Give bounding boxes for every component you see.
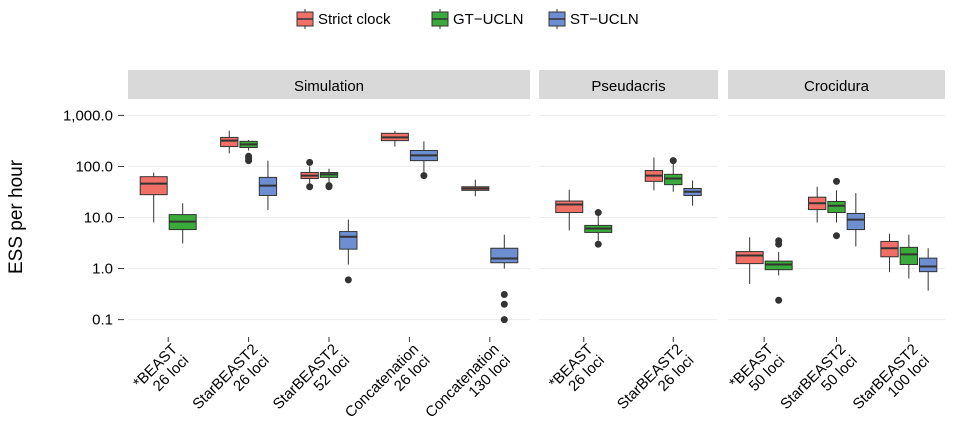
box	[846, 212, 866, 231]
y-tick-label: 1.0	[92, 261, 113, 278]
box	[339, 231, 358, 250]
x-tick-label: *BEAST26 loci	[130, 341, 192, 403]
facet-strip	[128, 70, 530, 99]
facet-strip	[728, 70, 945, 99]
box	[735, 251, 764, 265]
outlier	[325, 183, 333, 191]
box	[827, 200, 846, 214]
facet-title: Pseudacris	[591, 78, 665, 95]
legend-label: GT−UCLN	[453, 11, 523, 28]
facet-title: Simulation	[294, 78, 364, 95]
y-tick-label: 0.1	[92, 312, 113, 329]
box	[899, 246, 919, 266]
facet-strip	[539, 70, 718, 99]
outlier	[500, 316, 508, 324]
outlier	[775, 296, 783, 304]
legend-label: Strict clock	[318, 11, 391, 28]
x-tick-label: *BEAST26 loci	[546, 341, 608, 403]
x-tick-label: Concatenation26 loci	[342, 341, 434, 433]
x-tick-label: *BEAST50 loci	[726, 341, 788, 403]
outlier	[245, 154, 253, 162]
outlier	[500, 300, 508, 308]
y-tick-label: 100.0	[75, 158, 113, 175]
box	[555, 200, 584, 214]
box	[220, 136, 239, 148]
outlier	[500, 291, 508, 299]
legend-label: ST−UCLN	[570, 11, 639, 28]
outlier	[306, 158, 314, 166]
outlier	[594, 209, 602, 217]
outlier	[344, 276, 352, 284]
box	[490, 247, 519, 264]
y-axis-label: ESS per hour	[6, 159, 27, 274]
outlier	[775, 240, 783, 248]
outlier	[306, 183, 314, 191]
box	[919, 257, 938, 273]
facet-title: Crocidura	[804, 78, 870, 95]
outlier	[594, 240, 602, 248]
x-tick-label: StarBEAST226 loci	[189, 341, 272, 424]
y-tick-label: 1,000.0	[63, 107, 113, 124]
outlier	[669, 157, 677, 165]
x-tick-label: Concatenation130 loci	[422, 341, 514, 433]
x-tick-label: StarBEAST2100 loci	[850, 341, 933, 424]
x-tick-label: StarBEAST252 loci	[270, 341, 353, 424]
y-tick-label: 10.0	[84, 210, 113, 227]
outlier	[833, 177, 840, 185]
outlier	[833, 232, 840, 240]
x-tick-label: StarBEAST250 loci	[777, 341, 860, 424]
box	[139, 176, 168, 196]
outlier	[420, 172, 428, 180]
x-tick-label: StarBEAST226 loci	[614, 341, 697, 424]
